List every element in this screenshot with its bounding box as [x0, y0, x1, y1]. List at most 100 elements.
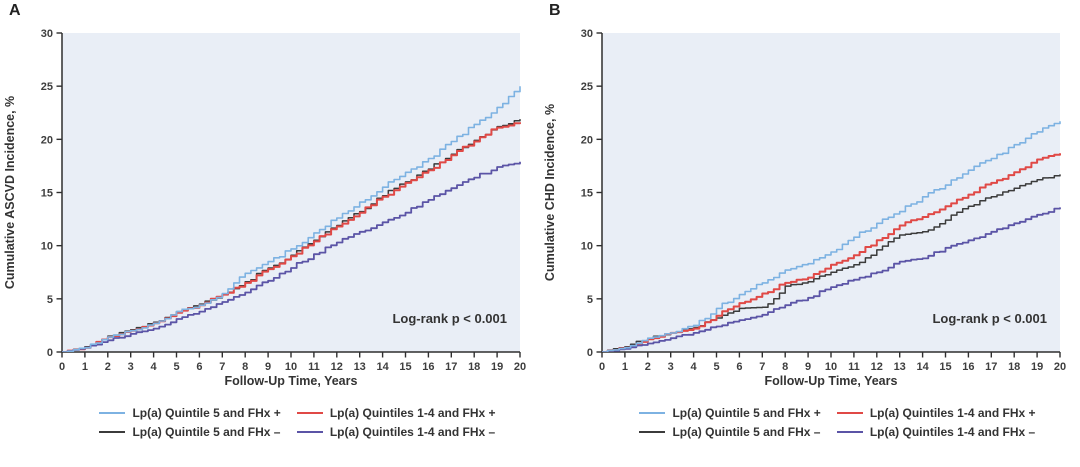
x-tick-label: 9	[265, 361, 271, 373]
legend-line-sample	[99, 412, 126, 414]
legend-item: Lp(a) Quintile 5 and FHx –	[99, 425, 280, 439]
log-rank-annotation: Log-rank p < 0.001	[392, 311, 507, 326]
y-tick-label: 5	[587, 294, 593, 306]
y-tick-label: 10	[41, 241, 53, 253]
legend-item: Lp(a) Quintiles 1-4 and FHx –	[836, 425, 1036, 439]
panel-b-label: B	[549, 2, 561, 19]
x-tick-label: 18	[1008, 361, 1020, 373]
x-tick-label: 10	[285, 361, 297, 373]
x-tick-label: 13	[354, 361, 366, 373]
legend-line-sample	[296, 412, 323, 414]
x-tick-label: 15	[939, 361, 951, 373]
curve-series-3	[602, 207, 1061, 352]
y-tick-label: 15	[581, 188, 593, 200]
y-tick-label: 30	[41, 28, 53, 40]
legend: Lp(a) Quintile 5 and FHx + Lp(a) Quintile…	[595, 406, 1080, 439]
legend-label: Lp(a) Quintile 5 and FHx +	[132, 406, 281, 420]
x-tick-label: 5	[173, 361, 179, 373]
legend-item: Lp(a) Quintile 5 and FHx +	[639, 406, 821, 420]
panel-a: A 0 5 10 15 20 25 30 0 1 2 3 4 5 6 7 8 9 10 11 12 13 14 15 16 17…	[0, 0, 540, 439]
x-tick-label: 0	[59, 361, 65, 373]
y-tick-label: 5	[47, 294, 53, 306]
panel-a-label: A	[9, 2, 21, 19]
x-tick-label: 1	[622, 361, 628, 373]
x-tick-label: 20	[514, 361, 526, 373]
y-axis-title: Cumulative ASCVD Incidence, %	[3, 96, 17, 289]
legend-label: Lp(a) Quintiles 1-4 and FHx –	[329, 425, 496, 439]
x-tick-label: 18	[468, 361, 480, 373]
x-tick-label: 12	[331, 361, 343, 373]
legend-item: Lp(a) Quintile 5 and FHx +	[99, 406, 281, 420]
x-tick-label: 2	[105, 361, 111, 373]
x-tick-label: 11	[848, 361, 860, 373]
x-tick-label: 4	[691, 361, 698, 373]
x-tick-label: 14	[376, 361, 389, 373]
x-axis-title: Follow-Up Time, Years	[765, 374, 898, 388]
x-tick-label: 12	[871, 361, 883, 373]
legend-item: Lp(a) Quintiles 1-4 and FHx +	[836, 406, 1036, 420]
y-tick-label: 15	[41, 188, 53, 200]
x-tick-label: 3	[668, 361, 674, 373]
x-tick-label: 19	[491, 361, 503, 373]
x-tick-label: 9	[805, 361, 811, 373]
y-tick-label: 30	[581, 28, 593, 40]
x-tick-label: 7	[219, 361, 225, 373]
curve-series-0	[62, 86, 521, 352]
x-tick-label: 8	[242, 361, 248, 373]
y-axis-title: Cumulative CHD Incidence, %	[543, 104, 557, 281]
curve-series-3	[62, 161, 521, 352]
figure: A 0 5 10 15 20 25 30 0 1 2 3 4 5 6 7 8 9 10 11 12 13 14 15 16 17…	[0, 0, 1080, 439]
y-tick-label: 20	[41, 134, 53, 146]
legend-item: Lp(a) Quintiles 1-4 and FHx +	[296, 406, 496, 420]
legend-item: Lp(a) Quintiles 1-4 and FHx –	[296, 425, 496, 439]
x-axis-title: Follow-Up Time, Years	[225, 374, 358, 388]
x-tick-label: 8	[782, 361, 788, 373]
legend-line-sample	[296, 431, 323, 433]
legend-label: Lp(a) Quintile 5 and FHx –	[672, 425, 821, 439]
x-tick-label: 5	[713, 361, 719, 373]
x-tick-label: 19	[1031, 361, 1043, 373]
y-tick-label: 25	[41, 81, 53, 93]
legend-label: Lp(a) Quintile 5 and FHx +	[672, 406, 821, 420]
x-tick-label: 4	[151, 361, 158, 373]
panel-b: B 0 5 10 15 20 25 30 0 1 2 3 4 5 6 7 8 9 10 11 12 13 14 15 16 17…	[540, 0, 1080, 439]
x-tick-label: 14	[916, 361, 929, 373]
curve-series-0	[602, 121, 1061, 352]
legend-line-sample	[639, 412, 666, 414]
y-tick-label: 25	[581, 81, 593, 93]
x-tick-label: 13	[894, 361, 906, 373]
log-rank-annotation: Log-rank p < 0.001	[932, 311, 1047, 326]
legend-line-sample	[99, 431, 126, 433]
x-tick-label: 16	[962, 361, 974, 373]
x-tick-label: 17	[445, 361, 457, 373]
x-tick-label: 3	[128, 361, 134, 373]
plot-area	[62, 33, 520, 352]
x-tick-label: 10	[825, 361, 837, 373]
y-tick-label: 0	[587, 347, 593, 359]
legend: Lp(a) Quintile 5 and FHx + Lp(a) Quintile…	[55, 406, 540, 439]
legend-item: Lp(a) Quintile 5 and FHx –	[639, 425, 820, 439]
x-tick-label: 7	[759, 361, 765, 373]
x-tick-label: 15	[399, 361, 411, 373]
legend-label: Lp(a) Quintiles 1-4 and FHx –	[869, 425, 1036, 439]
y-tick-label: 10	[581, 241, 593, 253]
legend-line-sample	[639, 431, 666, 433]
legend-line-sample	[836, 412, 863, 414]
x-tick-label: 1	[82, 361, 88, 373]
legend-label: Lp(a) Quintiles 1-4 and FHx +	[869, 406, 1036, 420]
x-tick-label: 0	[599, 361, 605, 373]
x-tick-label: 20	[1054, 361, 1066, 373]
legend-label: Lp(a) Quintiles 1-4 and FHx +	[329, 406, 496, 420]
y-tick-label: 20	[581, 134, 593, 146]
plot-area	[602, 33, 1060, 352]
x-tick-label: 6	[736, 361, 742, 373]
legend-label: Lp(a) Quintile 5 and FHx –	[132, 425, 281, 439]
x-tick-label: 2	[645, 361, 651, 373]
x-tick-label: 6	[196, 361, 202, 373]
x-tick-label: 16	[422, 361, 434, 373]
x-tick-label: 17	[985, 361, 997, 373]
y-tick-label: 0	[47, 347, 53, 359]
legend-line-sample	[836, 431, 863, 433]
